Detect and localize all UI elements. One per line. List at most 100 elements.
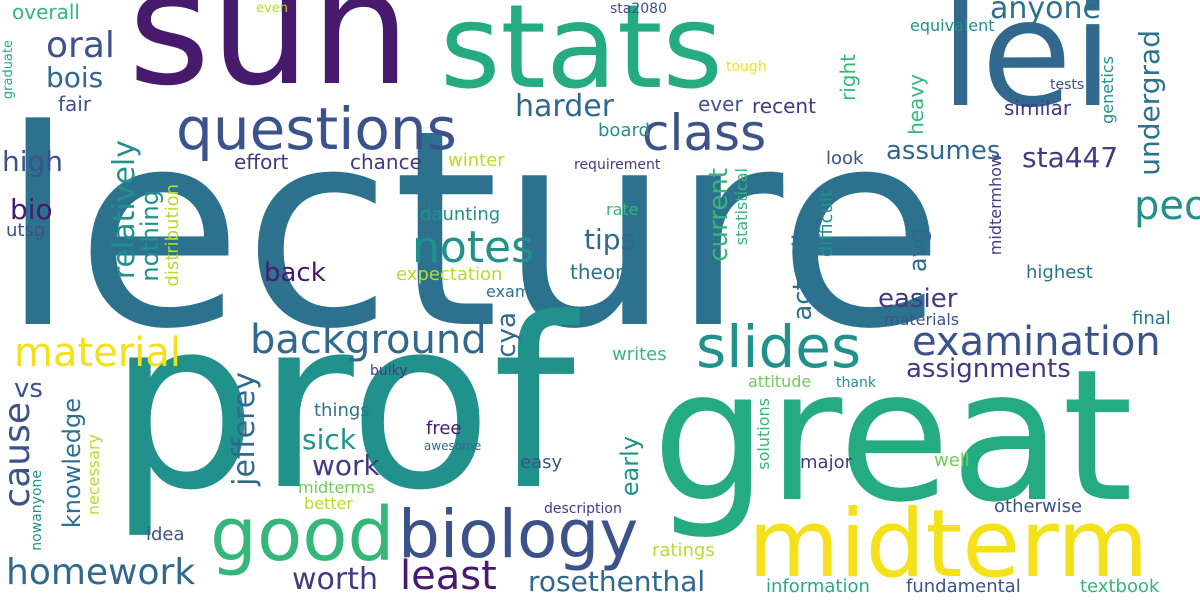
word-overall: overall (12, 0, 80, 24)
word-cya: cya (492, 312, 522, 358)
word-tests: tests (1050, 77, 1085, 93)
word-actually: actually (788, 218, 818, 321)
word-right: right (836, 54, 860, 101)
word-theory: theory (570, 260, 636, 284)
word-midterm: midterm (748, 490, 1149, 599)
word-biology: biology (398, 496, 639, 573)
word-better: better (304, 494, 353, 513)
word-examination: examination (912, 319, 1161, 365)
word-worth: worth (292, 562, 379, 597)
word-material: material (14, 330, 181, 376)
word-otherwise: otherwise (994, 496, 1083, 517)
word-ratings: ratings (652, 540, 715, 561)
word-harder: harder (515, 89, 615, 124)
word-graduate: graduate (1, 40, 16, 100)
word-similar: similar (1004, 96, 1072, 120)
word-ever: ever (698, 92, 743, 116)
word-tips: tips (584, 223, 636, 256)
word-materials: materials (884, 310, 960, 329)
word-attitude: attitude (748, 372, 812, 391)
word-even: even (256, 1, 288, 16)
word-easy: easy (520, 452, 563, 473)
word-effort: effort (234, 150, 289, 174)
word-knowledge: knowledge (58, 398, 86, 529)
word-look: look (826, 148, 864, 169)
word-bois: bois (46, 61, 104, 94)
word-recent: recent (752, 94, 816, 118)
word-undergrad: undergrad (1133, 30, 1166, 176)
word-statistical: statistical (732, 168, 751, 246)
word-rosethenthal: rosethenthal (528, 565, 706, 598)
word-stats: stats (440, 0, 723, 115)
word-sta2080: sta2080 (610, 1, 667, 17)
word-exam: exam (486, 282, 531, 301)
word-tough: tough (726, 59, 767, 75)
word-highest: highest (1026, 262, 1093, 283)
word-fundamental: fundamental (906, 576, 1021, 597)
word-good: good (210, 492, 395, 578)
word-questions: questions (176, 95, 457, 163)
word-high: high (2, 145, 64, 178)
word-lecture: lecture (0, 73, 945, 389)
word-assignments: assignments (906, 354, 1071, 384)
word-work: work (312, 449, 380, 482)
word-prof: prof (108, 269, 576, 542)
word-people: people (1134, 183, 1200, 229)
word-slides: slides (696, 313, 862, 381)
word-back: back (264, 258, 326, 288)
word-final: final (1132, 308, 1171, 329)
word-board: board (598, 120, 650, 141)
word-daunting: daunting (420, 204, 501, 225)
word-necessary: necessary (84, 434, 103, 516)
word-easier: easier (878, 284, 958, 314)
word-least: least (400, 553, 497, 599)
word-distribution: distribution (162, 184, 183, 287)
word-rate: rate (606, 200, 639, 219)
word-thank: thank (836, 375, 876, 391)
word-information: information (766, 576, 870, 597)
word-expectation: expectation (396, 264, 503, 285)
word-avg: avg (904, 228, 932, 273)
word-oral: oral (46, 25, 115, 66)
word-sick: sick (302, 423, 356, 456)
word-writes: writes (612, 344, 667, 365)
word-solutions: solutions (754, 398, 773, 470)
word-free: free (426, 418, 462, 439)
word-textbook: textbook (1080, 576, 1160, 597)
word-utsg: utsg (6, 220, 46, 241)
word-equivalent: equivalent (910, 16, 995, 35)
word-things: things (314, 400, 370, 421)
word-assumes: assumes (886, 136, 1001, 166)
word-midtermhow: midtermhow (986, 154, 1005, 256)
word-early: early (616, 436, 644, 497)
word-idea: idea (146, 524, 185, 545)
word-nothing: nothing (136, 190, 164, 282)
word-bulky: bulky (370, 363, 408, 379)
word-great: great (652, 330, 1134, 542)
word-sta447: sta447 (1022, 141, 1119, 174)
word-heavy: heavy (904, 74, 928, 135)
word-genetics: genetics (1098, 56, 1117, 124)
word-description: description (544, 501, 622, 517)
word-background: background (250, 317, 487, 363)
word-major: major (800, 452, 852, 473)
word-nowanyone: nowanyone (29, 470, 45, 551)
word-chance: chance (350, 150, 422, 174)
word-winter: winter (448, 150, 505, 171)
word-notes: notes (412, 222, 535, 273)
word-well: well (934, 450, 970, 471)
word-anyone: anyone (990, 0, 1101, 26)
word-sun: sun (128, 0, 411, 121)
word-homework: homework (6, 552, 196, 593)
word-current: current (704, 168, 734, 262)
word-class: class (642, 104, 767, 162)
word-awesome: awesome (424, 439, 482, 453)
word-bio: bio (10, 193, 53, 226)
word-fair: fair (58, 92, 92, 116)
word-requirement: requirement (574, 157, 661, 173)
word-midterms: midterms (298, 478, 375, 497)
word-difficult: difficult (816, 190, 837, 258)
word-lei: lei (940, 0, 1114, 140)
word-vs: vs (14, 374, 43, 404)
